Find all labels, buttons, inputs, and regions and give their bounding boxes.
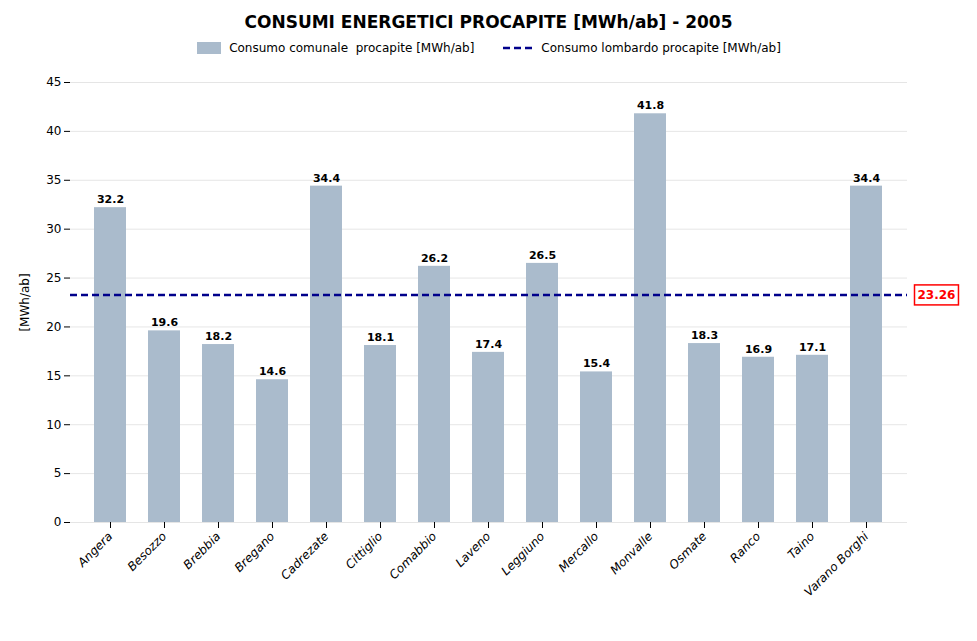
svg-text:Brebbia: Brebbia (181, 529, 224, 572)
svg-text:Laveno: Laveno (453, 529, 494, 570)
svg-text:[MWh/ab]: [MWh/ab] (18, 273, 32, 331)
svg-text:Ranco: Ranco (727, 529, 763, 565)
svg-text:Osmate: Osmate (666, 529, 709, 572)
svg-text:Besozzo: Besozzo (125, 529, 170, 574)
html-text:CONSUMI ENERGETICI PROCAPITE [: CONSUMI ENERGETICI PROCAPITE [MWh/ab] - … (244, 12, 733, 32)
svg-text:19.6: 19.6 (151, 316, 178, 329)
svg-text:Monvalle: Monvalle (607, 529, 655, 577)
html-text:Consumo lombardo procapite [MW: Consumo lombardo procapite [MWh/ab] (541, 41, 781, 55)
svg-text:26.2: 26.2 (421, 252, 448, 265)
svg-text:35: 35 (46, 173, 61, 187)
svg-text:Angera: Angera (74, 529, 115, 570)
svg-text:23.26: 23.26 (918, 288, 956, 302)
svg-text:Mercallo: Mercallo (556, 529, 602, 575)
svg-text:Leggiuno: Leggiuno (498, 529, 547, 578)
svg-text:45: 45 (46, 75, 61, 89)
svg-text:14.6: 14.6 (259, 365, 286, 378)
svg-text:5: 5 (54, 466, 62, 480)
svg-text:16.9: 16.9 (745, 343, 772, 356)
svg-text:0: 0 (54, 515, 62, 529)
svg-text:26.5: 26.5 (529, 249, 556, 262)
svg-text:30: 30 (46, 222, 61, 236)
svg-text:Varano Borghi: Varano Borghi (801, 529, 871, 599)
svg-text:18.1: 18.1 (367, 331, 394, 344)
svg-text:18.2: 18.2 (205, 330, 232, 343)
svg-text:25: 25 (46, 271, 61, 285)
svg-text:Cadrezate: Cadrezate (278, 529, 331, 582)
svg-text:10: 10 (46, 418, 61, 432)
svg-text:40: 40 (46, 124, 61, 138)
svg-text:Cittiglio: Cittiglio (343, 529, 385, 571)
svg-text:Bregano: Bregano (232, 529, 278, 575)
svg-text:34.4: 34.4 (313, 172, 340, 185)
svg-text:17.1: 17.1 (799, 341, 826, 354)
svg-text:32.2: 32.2 (97, 193, 124, 206)
svg-text:18.3: 18.3 (691, 329, 718, 342)
svg-text:15.4: 15.4 (583, 357, 610, 370)
svg-text:17.4: 17.4 (475, 338, 502, 351)
svg-text:20: 20 (46, 320, 61, 334)
svg-text:41.8: 41.8 (637, 99, 664, 112)
svg-text:Comabbio: Comabbio (387, 529, 440, 582)
svg-text:15: 15 (46, 369, 61, 383)
html-text:Consumo comunale procapite [MW: Consumo comunale procapite [MWh/ab] (229, 41, 475, 55)
svg-text:Taino: Taino (785, 529, 817, 561)
svg-text:34.4: 34.4 (853, 172, 880, 185)
